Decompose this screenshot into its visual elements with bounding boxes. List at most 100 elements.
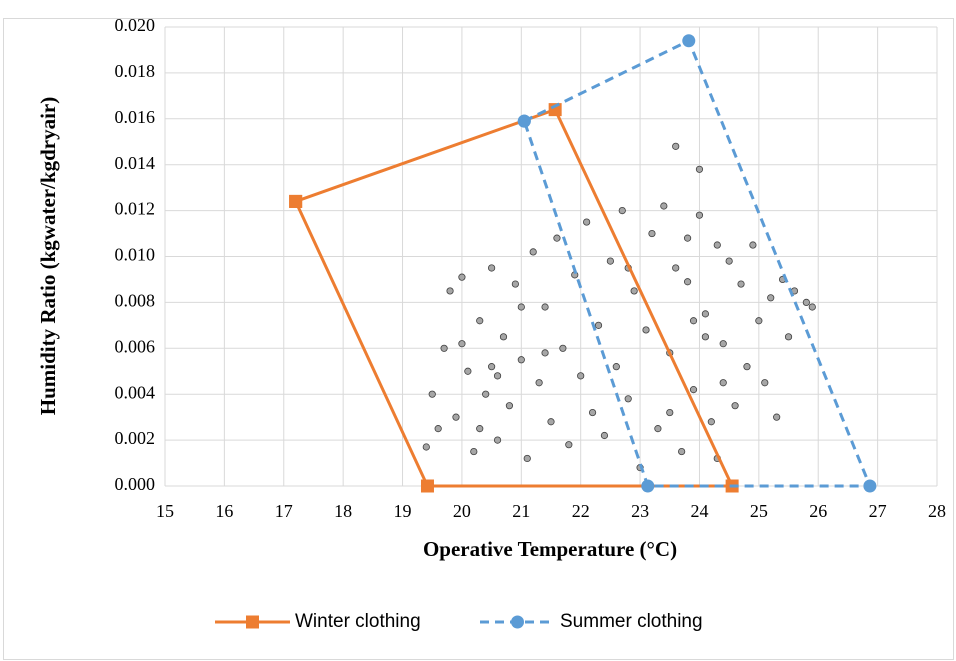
x-tick-label: 28 xyxy=(928,501,946,521)
scatter-point xyxy=(452,413,460,421)
scatter-point xyxy=(583,218,591,226)
scatter-point xyxy=(464,367,472,375)
scatter-point xyxy=(689,317,698,325)
scatter-point xyxy=(428,390,436,398)
scatter-point xyxy=(683,278,692,286)
line-marker xyxy=(517,114,531,128)
line-marker xyxy=(289,194,303,208)
scatter-point xyxy=(493,436,502,444)
scatter-point xyxy=(559,344,567,352)
scatter-point xyxy=(731,402,739,410)
legend-marker xyxy=(246,615,259,629)
x-tick-label: 20 xyxy=(453,501,471,521)
scatter-point xyxy=(553,234,561,242)
scatter-point xyxy=(767,294,775,302)
y-tick-label: 0.016 xyxy=(115,107,156,127)
scatter-point xyxy=(660,202,668,210)
x-tick-label: 19 xyxy=(394,501,412,521)
scatter-point xyxy=(482,390,490,398)
scatter-point xyxy=(755,317,763,325)
scatter-point xyxy=(695,165,704,173)
scatter-point xyxy=(458,340,466,348)
x-tick-label: 22 xyxy=(572,501,590,521)
scatter-point xyxy=(476,425,484,433)
y-tick-label: 0.010 xyxy=(115,245,156,265)
scatter-point xyxy=(606,257,614,265)
scatter-point xyxy=(713,241,721,249)
scatter-point xyxy=(470,447,478,456)
x-tick-label: 27 xyxy=(869,501,887,521)
legend-label: Winter clothing xyxy=(295,611,421,632)
scatter-point xyxy=(493,372,502,380)
scatter-point xyxy=(565,441,573,449)
scatter-point xyxy=(541,349,549,357)
scatter-point xyxy=(648,229,656,238)
scatter-point xyxy=(618,207,626,215)
scatter-point xyxy=(422,443,430,451)
x-tick-label: 18 xyxy=(334,501,352,521)
scatter-point xyxy=(594,321,603,329)
y-axis-title: Humidity Ratio (kgwater/kgdryair) xyxy=(36,97,60,415)
scatter-point xyxy=(612,363,620,371)
y-tick-label: 0.004 xyxy=(115,382,156,402)
scatter-point xyxy=(476,317,484,325)
line-marker xyxy=(420,479,434,493)
scatter-point xyxy=(654,425,662,433)
y-tick-label: 0.006 xyxy=(115,336,156,356)
scatter-point xyxy=(802,298,810,306)
scatter-point xyxy=(547,418,555,426)
scatter-point xyxy=(808,303,816,311)
x-tick-label: 26 xyxy=(809,501,827,521)
x-tick-label: 24 xyxy=(690,501,708,521)
legend-marker xyxy=(511,615,524,629)
scatter-point xyxy=(695,211,704,219)
scatter-point xyxy=(511,280,519,288)
scatter-point xyxy=(761,379,769,387)
line-marker xyxy=(863,479,877,493)
y-tick-label: 0.008 xyxy=(115,291,156,311)
scatter-point xyxy=(737,280,745,288)
scatter-point xyxy=(672,142,680,150)
scatter-point xyxy=(588,408,597,417)
scatter-point xyxy=(743,363,751,371)
scatter-point xyxy=(529,248,537,256)
legend-label: Summer clothing xyxy=(560,611,703,632)
scatter-point xyxy=(678,447,686,456)
y-tick-label: 0.002 xyxy=(115,428,156,448)
scatter-point xyxy=(624,395,632,403)
x-tick-label: 15 xyxy=(156,501,174,521)
scatter-point xyxy=(666,408,674,417)
scatter-point xyxy=(446,287,454,295)
x-tick-label: 23 xyxy=(631,501,649,521)
scatter-point xyxy=(701,333,710,341)
scatter-point xyxy=(458,273,466,281)
scatter-point xyxy=(505,402,514,410)
scatter-point xyxy=(672,264,680,272)
scatter-point xyxy=(541,303,549,311)
y-tick-label: 0.018 xyxy=(115,61,156,81)
scatter-point xyxy=(434,425,442,433)
scatter-point xyxy=(577,372,585,380)
scatter-point xyxy=(440,344,448,352)
scatter-point xyxy=(630,287,638,295)
y-tick-label: 0.020 xyxy=(115,15,156,35)
scatter-point xyxy=(719,340,727,348)
scatter-point xyxy=(488,363,496,371)
scatter-point xyxy=(488,264,496,272)
x-tick-label: 25 xyxy=(750,501,768,521)
scatter-point xyxy=(701,310,710,318)
scatter-point xyxy=(600,431,609,440)
scatter-point xyxy=(725,257,733,265)
x-axis-title: Operative Temperature (°C) xyxy=(423,537,677,561)
scatter-point xyxy=(535,379,543,387)
scatter-point xyxy=(749,241,757,249)
scatter-point xyxy=(642,326,650,334)
scatter-point xyxy=(517,356,525,364)
scatter-point xyxy=(517,303,525,311)
x-tick-label: 21 xyxy=(512,501,530,521)
scatter-point xyxy=(683,234,692,242)
line-marker xyxy=(682,34,696,48)
scatter-point xyxy=(784,333,793,341)
scatter-point xyxy=(523,454,531,463)
